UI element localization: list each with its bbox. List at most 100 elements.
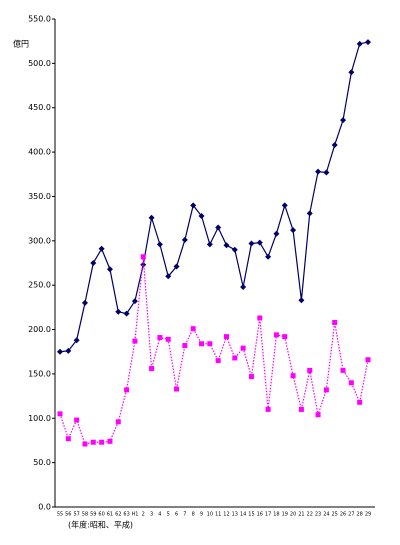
point xyxy=(198,212,205,219)
point xyxy=(290,373,296,379)
point xyxy=(123,310,130,317)
point xyxy=(257,315,263,321)
point xyxy=(65,436,71,442)
point xyxy=(148,214,155,221)
point xyxy=(156,241,163,248)
y-tick-label: 0.0 xyxy=(38,503,51,512)
x-tick-label: 11 xyxy=(215,512,221,518)
point xyxy=(340,367,346,373)
point xyxy=(98,245,105,252)
point xyxy=(199,341,205,347)
x-tick-label: 24 xyxy=(323,512,329,518)
y-tick-label: 450.0 xyxy=(28,103,51,112)
point xyxy=(173,263,180,270)
point xyxy=(207,341,213,347)
point xyxy=(298,297,305,304)
point xyxy=(323,387,329,393)
x-tick-label: 29 xyxy=(365,512,371,518)
point xyxy=(357,399,363,405)
y-tick-label: 350.0 xyxy=(28,192,51,201)
point xyxy=(73,337,80,344)
x-tick-label: 20 xyxy=(290,512,296,518)
point xyxy=(215,224,222,231)
x-tick-label: 2 xyxy=(142,512,145,518)
point xyxy=(190,326,196,332)
point xyxy=(223,334,229,340)
x-tick-label: 7 xyxy=(183,512,186,518)
y-tick-label: 400.0 xyxy=(28,148,51,157)
x-tick-label: 15 xyxy=(248,512,254,518)
point xyxy=(265,406,271,412)
point xyxy=(223,242,230,249)
x-tick-label: 10 xyxy=(207,512,213,518)
x-tick-label: 12 xyxy=(223,512,229,518)
point xyxy=(332,319,338,325)
point xyxy=(190,202,197,209)
x-tick-label: 5 xyxy=(167,512,170,518)
point xyxy=(90,260,97,266)
x-tick-label: 56 xyxy=(65,512,71,518)
x-axis-label: (年度:昭和、平成) xyxy=(68,520,133,530)
y-tick-label: 150.0 xyxy=(28,369,51,378)
x-tick-label: 19 xyxy=(282,512,288,518)
x-tick-label: 25 xyxy=(332,512,338,518)
y-tick-label: 500.0 xyxy=(28,59,51,68)
x-tick-label: 60 xyxy=(98,512,104,518)
point xyxy=(165,336,171,342)
x-tick-label: 3 xyxy=(150,512,153,518)
y-unit-label: 億円 xyxy=(13,39,29,49)
point xyxy=(315,412,321,418)
x-tick-label: 28 xyxy=(356,512,362,518)
point xyxy=(140,254,146,260)
y-tick-label: 300.0 xyxy=(28,236,51,245)
point xyxy=(74,417,80,423)
x-tick-label: 16 xyxy=(257,512,263,518)
point xyxy=(174,386,180,392)
x-tick-label: 4 xyxy=(158,512,161,518)
point xyxy=(106,266,113,273)
point xyxy=(348,380,354,386)
point xyxy=(340,117,347,124)
x-tick-label: 57 xyxy=(73,512,79,518)
series-line xyxy=(59,256,369,445)
point xyxy=(298,406,304,412)
point xyxy=(273,332,279,338)
point xyxy=(65,347,72,354)
point xyxy=(265,253,272,260)
point xyxy=(356,40,363,47)
x-tick-label: 17 xyxy=(265,512,271,518)
point xyxy=(315,168,322,175)
point xyxy=(165,273,172,280)
x-tick-label: 22 xyxy=(307,512,313,518)
x-tick-label: 18 xyxy=(273,512,279,518)
point xyxy=(107,438,113,444)
y-tick-label: 100.0 xyxy=(28,414,51,423)
y-tick-label: 550.0 xyxy=(28,15,51,24)
point xyxy=(282,334,288,340)
x-tick-label: 59 xyxy=(90,512,96,518)
y-tick-label: 250.0 xyxy=(28,281,51,290)
point xyxy=(348,69,355,76)
point xyxy=(181,236,188,243)
x-tick-label: 62 xyxy=(115,512,121,518)
point xyxy=(132,338,138,344)
point xyxy=(57,411,63,417)
x-tick-label: 58 xyxy=(82,512,88,518)
x-tick-label: 13 xyxy=(232,512,238,518)
point xyxy=(115,308,122,315)
point xyxy=(57,348,63,355)
point xyxy=(248,374,254,380)
point xyxy=(157,335,163,341)
point xyxy=(215,358,221,364)
x-tick-label: H1 xyxy=(131,512,138,518)
point xyxy=(273,230,280,237)
x-tick-label: 14 xyxy=(240,512,246,518)
point xyxy=(115,419,121,425)
point xyxy=(124,387,130,393)
point xyxy=(82,441,88,447)
point xyxy=(99,439,105,445)
point xyxy=(323,169,330,176)
point xyxy=(81,299,88,306)
point xyxy=(365,39,371,46)
